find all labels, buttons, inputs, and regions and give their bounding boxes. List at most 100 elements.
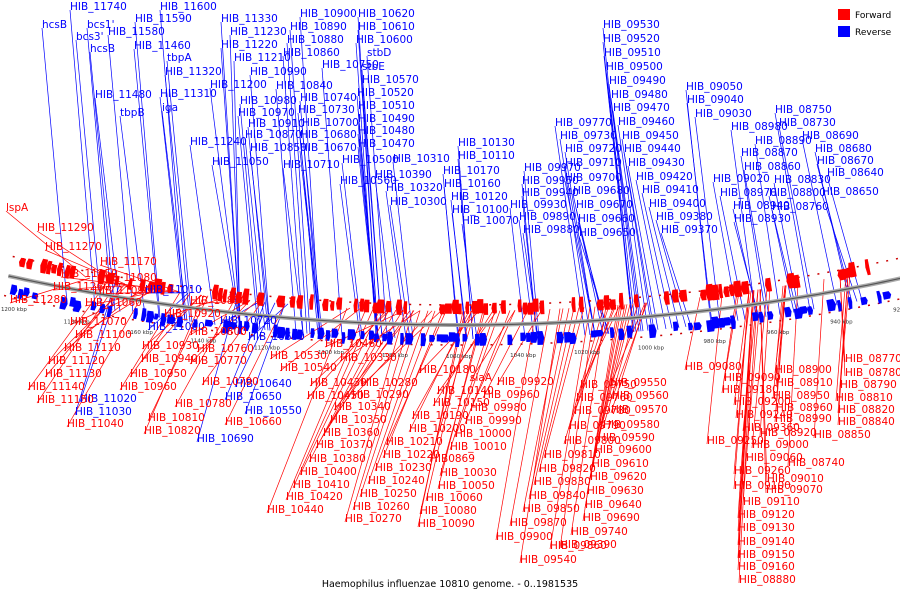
reverse-gene-label: HIB_10740	[300, 92, 357, 104]
reverse-leader-line	[564, 151, 596, 335]
forward-gene-label: HIB_10440	[267, 504, 324, 516]
reverse-leader-line	[159, 96, 186, 322]
tick-label: 1120 kbp	[254, 345, 280, 351]
gene-forward	[439, 304, 445, 315]
forward-gene-label: HIB_10260	[353, 501, 410, 513]
reverse-gene-label: HIB_10600	[356, 34, 413, 46]
forward-gene-label: HIB_10800	[190, 326, 247, 338]
gene-reverse	[237, 320, 243, 335]
reverse-gene-label: HIB_11580	[108, 26, 165, 38]
gene-forward	[578, 296, 584, 313]
forward-gene-label: HIB_09590	[598, 432, 655, 444]
gene-forward	[229, 287, 237, 304]
forward-gene-label: HIB_10290	[352, 389, 409, 401]
forward-gene-label: HIB_10420	[286, 491, 343, 503]
reverse-gene-label: HIB_10720	[220, 315, 277, 327]
gene-forward	[212, 284, 219, 300]
reverse-leader-line	[635, 179, 667, 330]
reverse-leader-line	[623, 151, 655, 331]
forward-leader-line	[733, 290, 750, 490]
gene-reverse	[291, 328, 298, 340]
reverse-guide-ring	[3, 294, 900, 346]
reverse-gene-label: HIB_10700	[302, 117, 359, 129]
reverse-gene-label: HIB_09670	[576, 199, 633, 211]
forward-leader-line	[774, 285, 786, 423]
gene-forward	[26, 258, 34, 270]
forward-leader-line	[543, 307, 585, 459]
forward-gene-label: HIB_08950	[773, 390, 830, 402]
reverse-leader-line	[321, 67, 343, 336]
gene-forward	[51, 264, 58, 274]
forward-gene-label: HIB_09110	[743, 496, 800, 508]
gene-reverse	[626, 325, 633, 338]
reverse-gene-label: HIB_11480	[95, 89, 152, 101]
forward-gene-label: HIB_10400	[300, 466, 357, 478]
reverse-gene-label: HIB_11320	[165, 66, 222, 78]
reverse-gene-label: HIB_11590	[135, 13, 192, 25]
reverse-leader-line	[275, 88, 297, 333]
reverse-leader-line	[244, 303, 286, 415]
gene-forward	[723, 286, 730, 298]
forward-gene-label: HIB_09960	[483, 389, 540, 401]
forward-gene-label: HIB_09260	[734, 465, 791, 477]
forward-leader-line	[418, 310, 480, 374]
gene-reverse	[766, 311, 774, 320]
gene-reverse	[718, 317, 726, 328]
gene-forward	[663, 291, 670, 305]
reverse-gene-label: bcs1'	[87, 19, 114, 31]
forward-gene-label: HIB_09860	[550, 540, 607, 552]
gene-reverse	[876, 290, 882, 304]
forward-leader-line	[66, 287, 148, 428]
forward-leader-line	[454, 310, 501, 438]
reverse-gene-label: HIB_10470	[358, 138, 415, 150]
reverse-leader-line	[712, 181, 739, 321]
reverse-gene-label: HIB_08690	[802, 130, 859, 142]
gene-reverse	[448, 332, 457, 342]
reverse-gene-label: HIB_08800	[769, 187, 826, 199]
gene-forward	[359, 298, 365, 312]
gene-forward	[451, 299, 459, 314]
reverse-leader-line	[75, 39, 102, 309]
gene-reverse	[90, 301, 97, 311]
gene-reverse	[799, 306, 809, 315]
reverse-gene-label: HIB_08670	[817, 155, 874, 167]
forward-gene-label: HIB_09000	[752, 439, 809, 451]
gene-forward	[671, 289, 679, 303]
forward-gene-label: HIB_09600	[595, 444, 652, 456]
forward-gene-label: HIB_09610	[592, 458, 649, 470]
reverse-gene-label: HIB_09660	[578, 213, 635, 225]
tick-label: 1200 kbp	[1, 307, 27, 313]
forward-gene-label: HIB_10180	[419, 364, 476, 376]
reverse-leader-line	[801, 138, 838, 306]
reverse-leader-line	[209, 87, 241, 328]
forward-gene-label: HIB_10920	[164, 308, 221, 320]
forward-gene-label: HIB_09560	[612, 390, 669, 402]
reverse-leader-line	[41, 27, 68, 303]
reverse-gene-label: HIB_08640	[827, 167, 884, 179]
forward-gene-label: HIB_09240	[736, 409, 793, 421]
reverse-leader-line	[451, 212, 468, 340]
reverse-gene-label: HIB_10070	[462, 215, 519, 227]
gene-reverse	[17, 288, 24, 300]
reverse-leader-line	[94, 97, 121, 312]
reverse-gene-label: HIB_09040	[687, 94, 744, 106]
gene-reverse	[556, 331, 564, 344]
reverse-gene-label: HIB_10620	[358, 8, 415, 20]
forward-leader-line	[738, 290, 755, 584]
forward-gene-label: HIB_09740	[571, 526, 628, 538]
gene-forward	[147, 281, 155, 292]
forward-leader-line	[266, 307, 348, 514]
forward-gene-label: HIB_09870	[510, 517, 567, 529]
reverse-leader-line	[357, 29, 379, 338]
reverse-gene-label: HIB_09420	[636, 171, 693, 183]
forward-leader-line	[509, 308, 551, 527]
forward-gene-label: HIB_10220	[383, 449, 440, 461]
reverse-leader-line	[392, 161, 414, 339]
forward-gene-label: HIB_10280	[361, 377, 418, 389]
forward-gene-label: HIB_09810	[544, 449, 601, 461]
forward-gene-label: HIB_11250	[61, 268, 118, 280]
reverse-leader-line	[289, 29, 311, 334]
gene-forward	[740, 280, 750, 295]
reverse-leader-line	[220, 47, 241, 328]
reverse-gene-label: HIB_10690	[197, 433, 254, 445]
